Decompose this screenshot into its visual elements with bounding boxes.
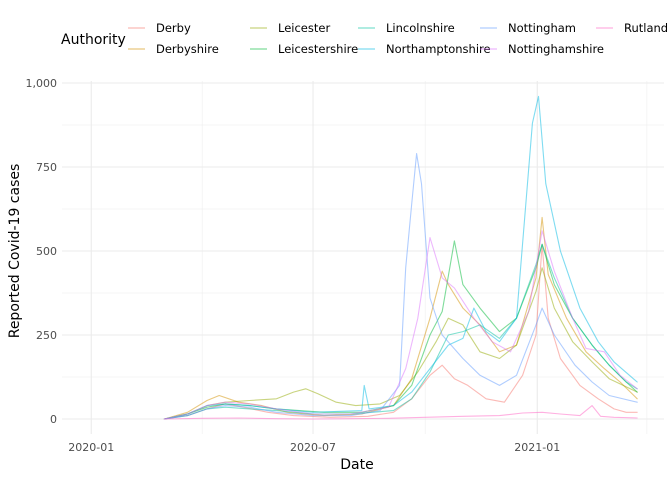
y-tick-label: 750 <box>36 161 57 174</box>
series-line-lincolnshire <box>163 243 638 420</box>
y-tick-label: 0 <box>50 413 57 426</box>
legend-label-leicestershire: Leicestershire <box>278 42 358 56</box>
legend-label-nottingham: Nottingham <box>508 21 576 35</box>
axes: 0 250 500 750 1,000 2020-01 2020-07 2021-01 <box>26 77 561 454</box>
x-axis-title: Date <box>340 457 373 473</box>
series-lines <box>163 95 638 420</box>
series-line-northamptonshire <box>163 95 638 420</box>
y-tick-label: 500 <box>36 245 57 258</box>
legend-title: Authority <box>61 32 126 48</box>
legend-label-rutland: Rutland <box>624 21 668 35</box>
y-tick-label: 1,000 <box>26 77 58 90</box>
legend-label-lincolnshire: Lincolnshire <box>386 21 455 35</box>
x-tick-label: 2020-01 <box>68 441 114 454</box>
y-axis-title: Reported Covid-19 cases <box>7 164 23 339</box>
legend-label-nottinghamshire: Nottinghamshire <box>508 42 604 56</box>
x-tick-label: 2021-01 <box>514 441 560 454</box>
series-line-rutland <box>163 405 638 420</box>
legend-label-northamptonshire: Northamptonshire <box>386 42 491 56</box>
x-tick-label: 2020-07 <box>290 441 336 454</box>
legend: Authority Derby Derbyshire Leicester Leices… <box>61 21 668 56</box>
series-line-nottinghamshire <box>163 230 638 420</box>
y-tick-label: 250 <box>36 329 57 342</box>
series-line-derbyshire <box>163 216 638 420</box>
legend-label-leicester: Leicester <box>278 21 330 35</box>
legend-label-derby: Derby <box>156 21 191 35</box>
series-line-leicester <box>163 267 638 420</box>
series-line-nottingham <box>163 153 638 420</box>
legend-label-derbyshire: Derbyshire <box>156 42 219 56</box>
